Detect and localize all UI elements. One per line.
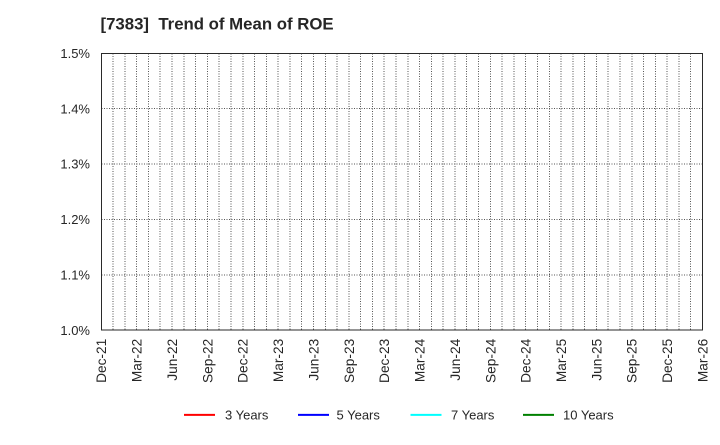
- svg-text:Dec-21: Dec-21: [94, 339, 109, 383]
- svg-text:Sep-23: Sep-23: [342, 338, 357, 383]
- svg-text:Mar-23: Mar-23: [271, 338, 286, 382]
- svg-text:Dec-24: Dec-24: [519, 338, 534, 383]
- svg-text:7 Years: 7 Years: [451, 408, 495, 423]
- svg-text:1.1%: 1.1%: [60, 267, 90, 282]
- svg-text:3 Years: 3 Years: [225, 408, 269, 423]
- svg-text:Jun-25: Jun-25: [589, 338, 604, 380]
- svg-text:Dec-25: Dec-25: [660, 338, 675, 383]
- svg-text:1.5%: 1.5%: [60, 46, 90, 61]
- svg-text:Jun-22: Jun-22: [165, 339, 180, 381]
- svg-text:Sep-22: Sep-22: [200, 339, 215, 383]
- svg-text:1.2%: 1.2%: [60, 212, 90, 227]
- svg-text:Mar-26: Mar-26: [695, 338, 710, 382]
- svg-text:1.0%: 1.0%: [60, 323, 90, 338]
- svg-text:Sep-24: Sep-24: [483, 338, 498, 383]
- svg-text:10 Years: 10 Years: [563, 408, 614, 423]
- svg-text:Dec-22: Dec-22: [236, 339, 251, 383]
- svg-text:Mar-24: Mar-24: [413, 338, 428, 382]
- svg-text:Dec-23: Dec-23: [377, 338, 392, 383]
- svg-text:Mar-22: Mar-22: [130, 339, 145, 382]
- svg-text:1.3%: 1.3%: [60, 157, 90, 172]
- svg-text:Jun-23: Jun-23: [306, 338, 321, 380]
- svg-text:1.4%: 1.4%: [60, 101, 90, 116]
- svg-text:Sep-25: Sep-25: [625, 338, 640, 383]
- svg-text:[7383] Trend of Mean of ROE: [7383] Trend of Mean of ROE: [101, 15, 334, 34]
- svg-text:Mar-25: Mar-25: [554, 338, 569, 382]
- svg-text:Jun-24: Jun-24: [448, 338, 463, 380]
- svg-text:5 Years: 5 Years: [337, 408, 381, 423]
